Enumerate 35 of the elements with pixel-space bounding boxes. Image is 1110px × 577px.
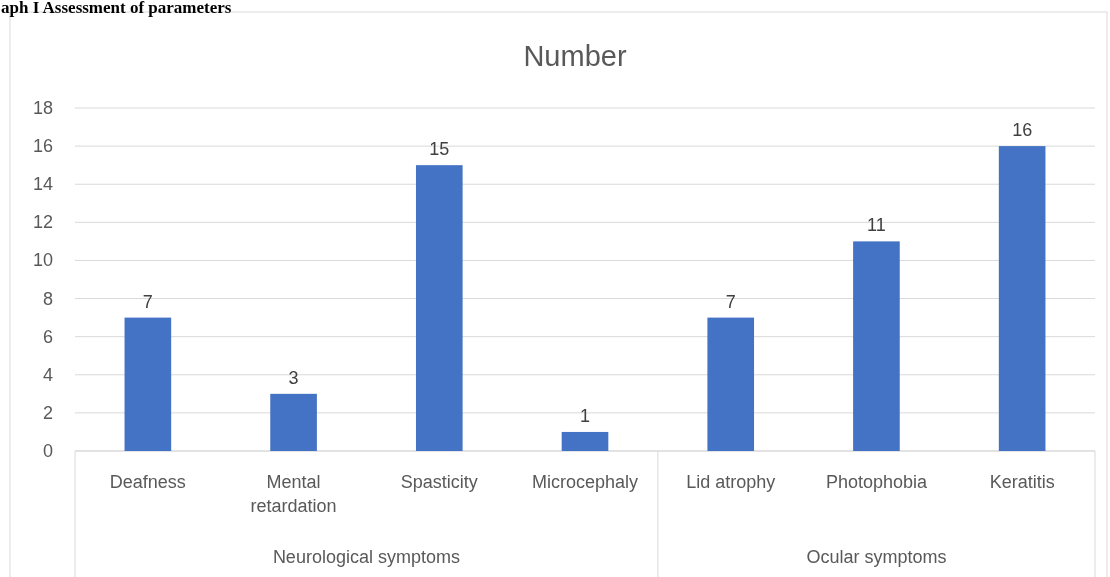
bar — [998, 146, 1046, 451]
y-tick-label: 4 — [42, 364, 53, 385]
y-tick-label: 8 — [42, 288, 53, 309]
x-tick-label: Mental retardation — [250, 472, 337, 516]
y-tick-label: 12 — [32, 212, 53, 233]
data-label: 11 — [867, 215, 886, 236]
data-label: 15 — [429, 139, 450, 160]
bar — [270, 393, 317, 451]
data-label: 16 — [1012, 120, 1033, 141]
data-label: 1 — [579, 405, 591, 426]
x-tick-label: Spasticity — [400, 472, 478, 492]
y-tick-label: 18 — [32, 98, 53, 118]
bar — [561, 431, 609, 451]
y-tick-label: 6 — [42, 326, 53, 347]
y-tick-label: 2 — [42, 402, 53, 423]
data-label: 3 — [288, 367, 299, 388]
text: aph I Assessment of parameters — [1, 0, 232, 17]
x-tick-label: Lid atrophy — [686, 472, 776, 492]
y-tick-label: 16 — [32, 136, 53, 157]
bar — [124, 317, 172, 451]
chart-title: Number — [523, 40, 627, 72]
x-tick-label: Microcephaly — [531, 472, 639, 492]
bar — [415, 165, 463, 451]
y-tick-label: 0 — [42, 441, 53, 461]
y-tick-label: 10 — [32, 250, 53, 271]
y-tick-label: 14 — [32, 174, 53, 195]
text: Neurological symptoms — [272, 547, 460, 567]
x-tick-label: Deafness — [109, 472, 186, 492]
x-tick-label: Keratitis — [989, 472, 1055, 492]
data-label: 7 — [725, 291, 736, 312]
x-tick-label: Photophobia — [825, 472, 928, 492]
bar — [707, 317, 755, 451]
data-label: 7 — [142, 291, 153, 312]
bar — [853, 241, 900, 451]
text: Ocular symptoms — [806, 547, 947, 567]
